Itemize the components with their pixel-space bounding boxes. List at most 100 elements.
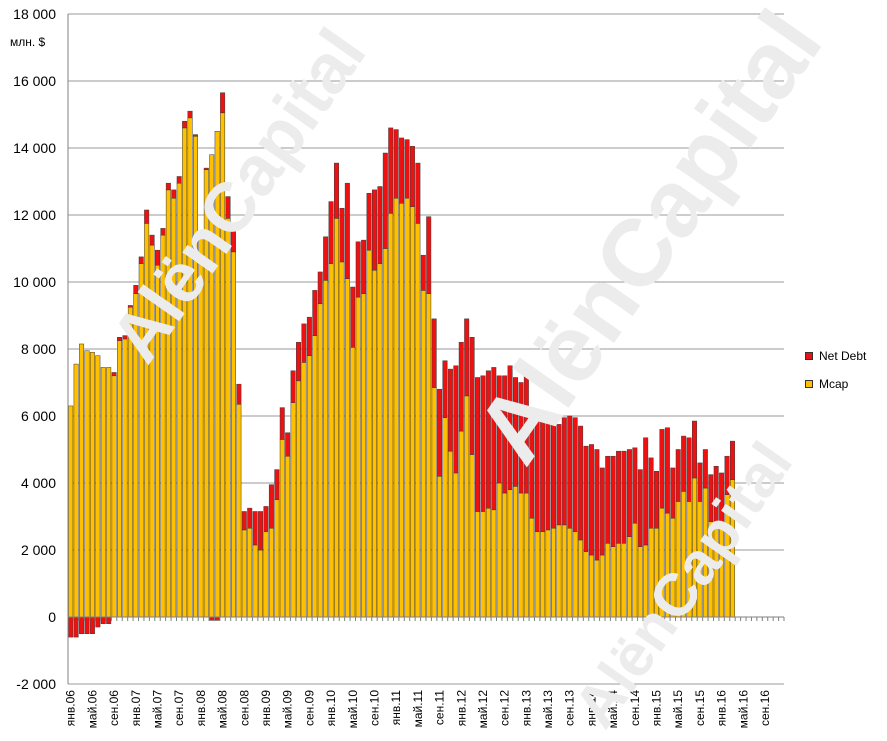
bar-net-debt bbox=[149, 234, 155, 246]
bar-mcap bbox=[149, 244, 155, 618]
bar-mcap bbox=[708, 521, 714, 618]
x-tick-label: май.10 bbox=[346, 690, 360, 729]
x-tick-label: сен.06 bbox=[107, 690, 121, 726]
bar-net-debt bbox=[84, 616, 90, 634]
x-tick-label: май.06 bbox=[85, 690, 99, 729]
bar-mcap bbox=[561, 524, 567, 618]
bar-net-debt bbox=[68, 616, 74, 638]
bar-net-debt bbox=[371, 189, 377, 271]
bar-mcap bbox=[692, 477, 697, 618]
bar-net-debt bbox=[599, 467, 605, 556]
bar-mcap bbox=[225, 218, 231, 618]
x-tick-label: сен.15 bbox=[693, 690, 707, 726]
bar-mcap bbox=[621, 543, 627, 618]
bar-mcap bbox=[632, 522, 638, 618]
bar-mcap bbox=[572, 531, 578, 618]
bar-net-debt bbox=[686, 437, 692, 502]
x-tick-label: сен.09 bbox=[302, 690, 316, 726]
bar-net-debt bbox=[632, 447, 638, 524]
x-tick-label: янв.12 bbox=[454, 690, 468, 727]
bar-net-debt bbox=[344, 182, 350, 279]
bar-mcap bbox=[534, 531, 540, 618]
x-axis-tick-labels: янв.06 май.06 сен.06 янв.07 май.07 сен.07 янв.… bbox=[64, 690, 772, 729]
x-tick-label: янв.06 bbox=[64, 690, 78, 727]
bar-net-debt bbox=[626, 449, 632, 537]
bar-net-debt bbox=[675, 449, 681, 502]
bar-mcap bbox=[399, 203, 405, 618]
x-tick-label: май.15 bbox=[671, 690, 685, 729]
bar-net-debt bbox=[382, 152, 388, 249]
bar-mcap bbox=[675, 501, 681, 618]
bar-mcap bbox=[442, 417, 448, 618]
bar-mcap bbox=[176, 182, 182, 618]
x-tick-label: янв.08 bbox=[194, 690, 208, 727]
bar-net-debt bbox=[79, 616, 85, 634]
x-tick-label: сен.14 bbox=[628, 690, 642, 726]
bar-mcap bbox=[496, 482, 502, 618]
series-mcap bbox=[68, 112, 735, 618]
bar-net-debt bbox=[485, 370, 491, 509]
bar-mcap bbox=[182, 127, 188, 618]
bar-mcap bbox=[437, 476, 443, 618]
y-tick-label: 14 000 bbox=[13, 140, 56, 156]
bar-mcap bbox=[274, 499, 280, 618]
bar-net-debt bbox=[578, 425, 584, 541]
bar-net-debt bbox=[160, 228, 166, 236]
bar-mcap bbox=[588, 554, 594, 618]
bar-net-debt bbox=[572, 417, 578, 532]
bar-mcap bbox=[350, 347, 356, 618]
bar-net-debt bbox=[230, 231, 236, 253]
bar-net-debt bbox=[399, 137, 405, 204]
bar-mcap bbox=[279, 439, 285, 618]
x-tick-label: май.11 bbox=[411, 690, 425, 728]
bar-mcap bbox=[686, 501, 692, 618]
y-tick-label: 2 000 bbox=[21, 542, 56, 558]
bar-net-debt bbox=[323, 236, 329, 281]
bar-mcap bbox=[371, 270, 377, 618]
bar-net-debt bbox=[366, 192, 372, 251]
bar-net-debt bbox=[648, 457, 654, 529]
bar-net-debt bbox=[155, 249, 160, 266]
bar-net-debt bbox=[355, 241, 361, 298]
bar-mcap bbox=[355, 296, 361, 618]
bar-mcap bbox=[160, 234, 166, 618]
bar-mcap bbox=[306, 355, 312, 618]
bar-net-debt bbox=[203, 167, 209, 171]
bar-net-debt bbox=[409, 146, 415, 207]
bar-net-debt bbox=[643, 437, 649, 546]
bar-mcap bbox=[599, 554, 605, 618]
bar-mcap bbox=[344, 278, 350, 618]
bar-mcap bbox=[458, 430, 464, 618]
bar-net-debt bbox=[605, 455, 611, 544]
bar-net-debt bbox=[496, 375, 502, 484]
bar-net-debt bbox=[258, 511, 264, 551]
y-tick-label: 6 000 bbox=[21, 408, 56, 424]
bar-mcap bbox=[697, 501, 703, 618]
x-tick-label: сен.08 bbox=[237, 690, 251, 726]
bar-mcap bbox=[290, 402, 296, 618]
bar-net-debt bbox=[442, 360, 448, 418]
bar-net-debt bbox=[518, 382, 524, 494]
bar-mcap bbox=[605, 543, 611, 618]
bar-net-debt bbox=[377, 186, 383, 264]
bar-mcap bbox=[84, 350, 90, 618]
bar-mcap bbox=[165, 189, 171, 618]
bar-net-debt bbox=[393, 129, 399, 199]
bar-mcap bbox=[301, 362, 307, 618]
bar-net-debt bbox=[285, 432, 291, 457]
bar-net-debt bbox=[502, 375, 508, 494]
bar-net-debt bbox=[507, 365, 513, 490]
bar-mcap bbox=[192, 136, 198, 618]
bar-mcap bbox=[453, 472, 459, 618]
bar-mcap bbox=[339, 261, 345, 618]
bar-mcap bbox=[670, 517, 676, 618]
x-tick-label: янв.14 bbox=[584, 690, 598, 727]
bar-net-debt bbox=[187, 110, 193, 119]
bar-net-debt bbox=[692, 420, 697, 479]
bar-mcap bbox=[431, 387, 437, 618]
bar-net-debt bbox=[209, 616, 215, 621]
bar-mcap bbox=[263, 531, 269, 618]
bar-net-debt bbox=[133, 285, 139, 294]
bar-net-debt bbox=[339, 208, 345, 263]
bar-mcap bbox=[366, 249, 372, 618]
